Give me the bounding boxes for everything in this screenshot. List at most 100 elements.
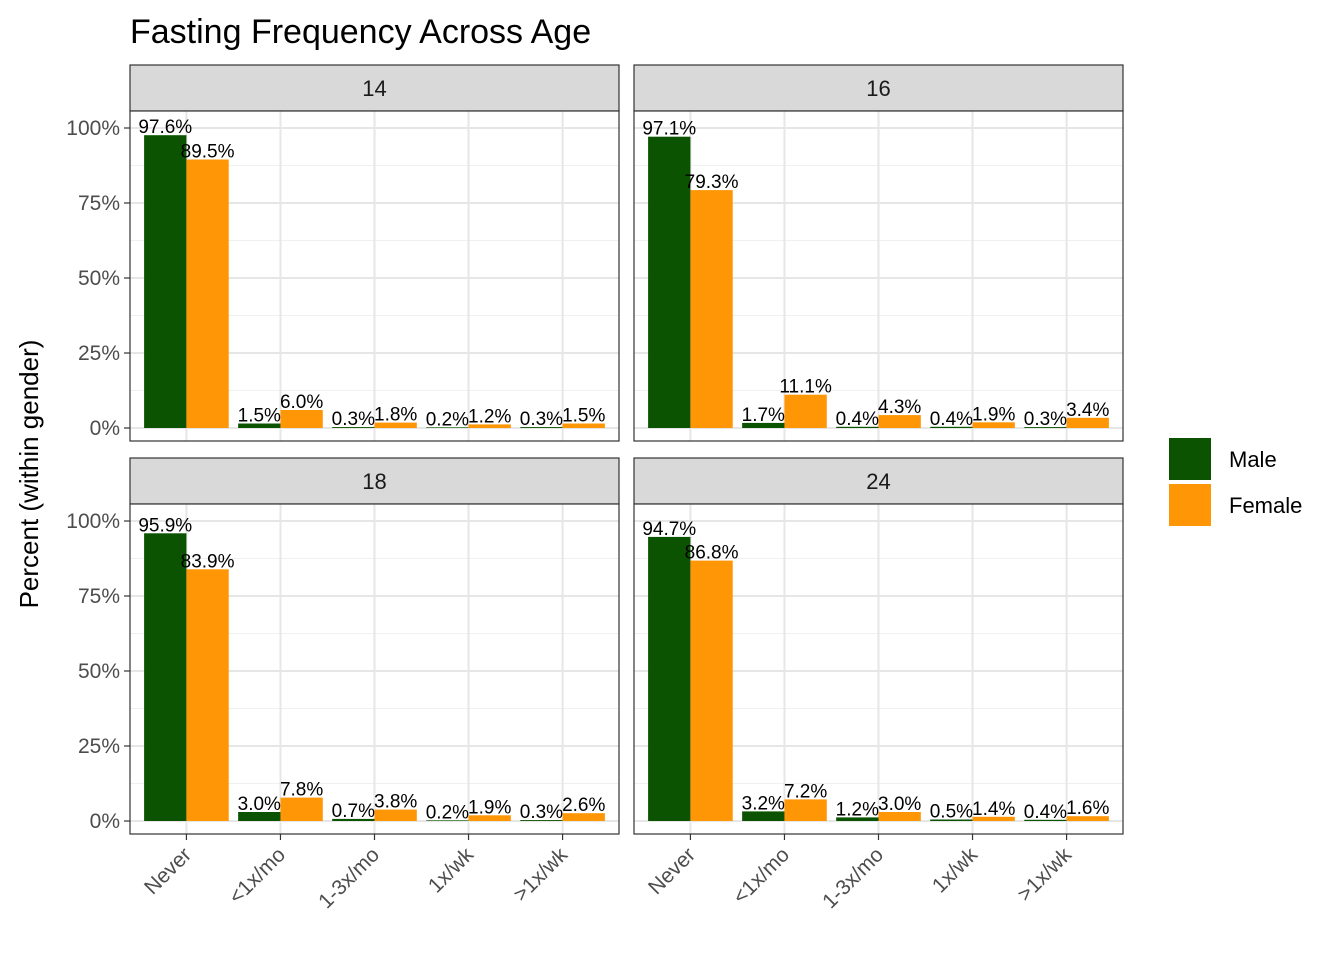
y-tick-label: 100%: [66, 117, 120, 140]
bar-male-0: [648, 536, 691, 821]
bar-label: 1.7%: [742, 405, 785, 426]
x-tick-label: Never: [644, 843, 700, 899]
y-tick-label: 50%: [78, 267, 120, 290]
bar-male-3: [930, 426, 973, 428]
bar-label: 0.5%: [930, 802, 973, 823]
x-tick-label: >1x/wk: [509, 843, 572, 906]
bar-male-2: [332, 818, 375, 821]
bar-labels: 95.9% 3.0% 0.7% 0.2% 0.3% 83.9% 7.8% 3.8% 1.9% 2.…: [138, 515, 605, 823]
bar-label: 0.4%: [1024, 802, 1067, 823]
facet-strip-label: 24: [866, 469, 890, 494]
facet-strip-label: 18: [362, 469, 386, 494]
bar-labels: 97.1% 1.7% 0.4% 0.4% 0.3% 79.3% 11.1% 4.3% 1.9% 3…: [642, 119, 1109, 430]
y-tick-label: 75%: [78, 192, 120, 215]
x-tick-label: <1x/mo: [225, 843, 290, 908]
legend: Male Female: [1169, 438, 1302, 526]
bar-male-4: [1024, 819, 1067, 821]
bar-label: 95.9%: [138, 515, 192, 536]
y-axis: 0% 25% 50% 75% 100%: [66, 510, 130, 833]
x-tick-label: <1x/mo: [729, 843, 794, 908]
bar-label: 1.9%: [972, 404, 1015, 425]
panel-border: [129, 110, 620, 442]
bar-label: 83.9%: [181, 551, 235, 572]
bar-female-0: [690, 560, 733, 821]
bar-female-3: [468, 815, 511, 821]
facet-strip: [633, 457, 1124, 505]
legend-key: [1169, 484, 1211, 526]
bar-label: 0.3%: [332, 409, 375, 430]
y-tick-label: 0%: [90, 810, 120, 833]
x-tick-label: 1-3x/mo: [314, 843, 384, 913]
bar-label: 1.2%: [468, 406, 511, 427]
chart-title: Fasting Frequency Across Age: [130, 13, 591, 51]
bar-male-1: [742, 811, 785, 821]
bar-female-3: [468, 424, 511, 428]
bar-label: 0.2%: [426, 802, 469, 823]
legend-item-female: Female: [1169, 484, 1302, 526]
bar-female-2: [878, 415, 921, 428]
bar-label: 0.7%: [332, 801, 375, 822]
y-axis: 0% 25% 50% 75% 100%: [66, 117, 130, 440]
bar-female-0: [186, 569, 229, 821]
facet-strip-label: 16: [866, 76, 890, 101]
bar-label: 0.4%: [836, 409, 879, 430]
bar-male-0: [144, 533, 187, 821]
bar-label: 1.9%: [468, 797, 511, 818]
x-tick-label: 1x/wk: [928, 843, 983, 898]
panel-border: [633, 110, 1124, 442]
facet-strip: [129, 457, 620, 505]
bar-male-2: [836, 426, 879, 428]
bar-female-3: [972, 816, 1015, 821]
bar-label: 7.2%: [784, 781, 827, 802]
bar-label: 1.5%: [562, 406, 605, 427]
bar-label: 3.0%: [238, 794, 281, 815]
bar-male-2: [836, 817, 879, 821]
bar-male-1: [742, 422, 785, 428]
legend-key: [1169, 438, 1211, 480]
y-tick-label: 25%: [78, 342, 120, 365]
bar-label: 79.3%: [685, 172, 739, 193]
bar-label: 3.0%: [878, 794, 921, 815]
bar-label: 3.8%: [374, 792, 417, 813]
bar-female-1: [784, 394, 827, 428]
bar-female-4: [1066, 417, 1109, 428]
x-axis: Never <1x/mo 1-3x/mo 1x/wk >1x/wk: [644, 834, 1076, 913]
facet-panel-18: 18 95.9% 3.0% 0.7% 0.2% 0.3% 83.9% 7.8% 3.8% 1.9%…: [66, 457, 620, 913]
facet-panel-16: 16 97.1% 1.7% 0.4% 0.4% 0.3% 79.3% 11.1% 4.3% 1.9…: [633, 64, 1124, 442]
facet-panel-24: 24 94.7% 3.2% 1.2% 0.5% 0.4% 86.8% 7.2% 3.0% 1.4%…: [633, 457, 1124, 913]
bar-label: 97.1%: [642, 119, 696, 140]
bar-label: 1.5%: [238, 406, 281, 427]
facet-strip: [633, 64, 1124, 112]
facet-strip: [129, 64, 620, 112]
bar-label: 1.8%: [374, 405, 417, 426]
bar-male-4: [1024, 427, 1067, 428]
bar-labels: 97.6%1.5% 0.3% 0.2% 0.3%89.5%6.0%1.8% 1.2% 1.…: [138, 117, 605, 430]
bar-label: 1.4%: [972, 799, 1015, 820]
bar-label: 4.3%: [878, 397, 921, 418]
bar-female-1: [280, 797, 323, 821]
facet-strip-label: 14: [362, 76, 386, 101]
bar-female-4: [1066, 816, 1109, 821]
y-tick-label: 25%: [78, 735, 120, 758]
x-tick-label: >1x/wk: [1013, 843, 1076, 906]
bar-label: 89.5%: [181, 142, 235, 163]
bar-label: 6.0%: [280, 392, 323, 413]
bar-male-4: [520, 427, 563, 428]
bar-label: 86.8%: [685, 543, 739, 564]
bar-male-0: [648, 136, 691, 428]
bar-male-4: [520, 820, 563, 821]
bar-male-3: [426, 427, 469, 428]
bar-label: 97.6%: [138, 117, 192, 138]
bar-female-0: [186, 159, 229, 428]
bar-female-3: [972, 422, 1015, 428]
bars: [648, 536, 1109, 821]
bar-label: 2.6%: [562, 795, 605, 816]
bar-male-1: [238, 812, 281, 821]
bar-label: 3.4%: [1066, 400, 1109, 421]
x-tick-label: 1-3x/mo: [818, 843, 888, 913]
bars: [144, 135, 605, 428]
bar-male-3: [426, 820, 469, 821]
